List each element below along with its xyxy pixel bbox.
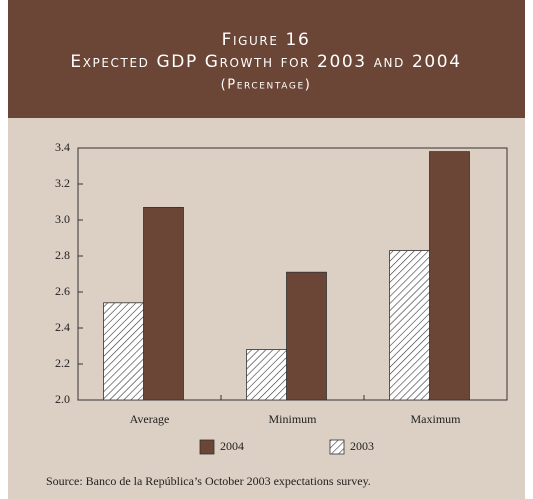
- y-tick-label: 3.2: [55, 176, 70, 190]
- y-tick-label: 2.8: [55, 248, 70, 262]
- y-tick-label: 2.4: [55, 320, 70, 334]
- bar: [246, 349, 287, 401]
- header: [8, 0, 525, 118]
- x-tick-label: Minimum: [268, 412, 317, 426]
- bar: [143, 206, 184, 401]
- y-tick-label: 3.0: [55, 212, 70, 226]
- bar: [103, 302, 144, 401]
- chart-title: Figure 16: [222, 30, 311, 50]
- bar: [286, 271, 327, 401]
- y-tick-label: 3.4: [55, 140, 70, 154]
- y-tick-label: 2.6: [55, 284, 70, 298]
- unit-label: (Percentage): [221, 78, 312, 93]
- bar: [389, 250, 430, 401]
- legend-swatch: [329, 439, 345, 455]
- x-tick-label: Average: [130, 412, 170, 426]
- x-tick-label: Maximum: [411, 412, 462, 426]
- legend-label: 2003: [350, 439, 374, 453]
- source-note: Source: Banco de la República’s October …: [46, 474, 371, 488]
- chart-subtitle: Expected GDP Growth for 2003 and 2004: [70, 52, 461, 72]
- legend-label: 2004: [220, 439, 244, 453]
- y-tick-label: 2.0: [55, 392, 70, 406]
- bar: [429, 151, 470, 401]
- y-tick-label: 2.2: [55, 356, 70, 370]
- legend-swatch: [199, 439, 215, 455]
